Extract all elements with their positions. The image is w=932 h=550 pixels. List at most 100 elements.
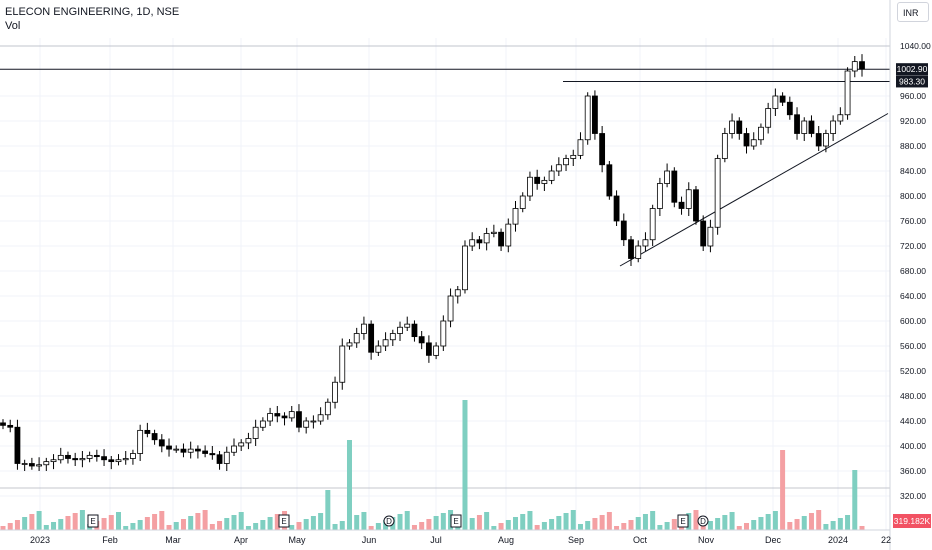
volume-bar xyxy=(520,514,526,530)
candle-body xyxy=(79,458,86,461)
volume-tag-text: 319.182K xyxy=(894,516,931,526)
candle-body xyxy=(108,459,115,463)
volume-bar xyxy=(505,520,511,530)
candle-body xyxy=(267,413,273,422)
time-axis-label: 2023 xyxy=(30,535,50,545)
volume-bar xyxy=(837,518,843,530)
volume-bar xyxy=(787,522,793,530)
ascending-trendline xyxy=(619,113,889,267)
volume-bar xyxy=(541,522,547,530)
price-axis-label: 680.00 xyxy=(900,266,926,276)
candle-body xyxy=(570,154,577,159)
candle-body xyxy=(202,450,209,454)
candle-body xyxy=(851,61,858,72)
candle-body xyxy=(346,342,353,347)
volume-bar xyxy=(664,522,670,530)
candle-body xyxy=(375,345,382,353)
volume-bar xyxy=(253,523,259,530)
candle-body xyxy=(606,164,613,197)
candle-body xyxy=(844,70,851,116)
volume-bar xyxy=(606,512,612,530)
candle-body xyxy=(534,176,541,184)
candle-body xyxy=(288,411,295,419)
price-axis[interactable]: 1040.00 960.00 920.00 880.00 840.00 800.00 760… xyxy=(889,0,931,550)
volume-bar xyxy=(650,511,656,530)
candle-body xyxy=(122,458,129,461)
candle-body xyxy=(642,239,649,247)
candle-body xyxy=(620,220,627,241)
last-price-tag-text: 1002.90 xyxy=(897,64,928,74)
candle-body xyxy=(664,170,671,184)
time-axis-label: Jun xyxy=(362,535,377,545)
time-axis-label: Jul xyxy=(430,535,442,545)
candle-body xyxy=(649,208,656,241)
price-axis-label: 920.00 xyxy=(900,116,926,126)
candle-body xyxy=(404,323,411,328)
volume-bar xyxy=(758,517,764,530)
time-axis[interactable]: 2023 Feb Mar Apr May Jun Jul Aug Sep Oct Nov Dec 202… xyxy=(0,529,891,545)
volume-bar xyxy=(202,510,208,530)
level-price-tag-text: 983.30 xyxy=(899,76,925,86)
candle-body xyxy=(613,195,620,222)
candle-body xyxy=(765,108,772,128)
candle-body xyxy=(599,133,606,166)
volume-bar xyxy=(58,519,64,530)
candle-body xyxy=(50,459,57,463)
candle-body xyxy=(43,461,50,466)
candle-body xyxy=(0,422,6,426)
volume-bar xyxy=(310,516,316,530)
candle-body xyxy=(519,195,526,209)
candle-body xyxy=(93,454,100,458)
volume-bar xyxy=(614,526,620,530)
volume-bar xyxy=(72,513,78,530)
candle-body xyxy=(433,345,440,356)
candle-body xyxy=(281,415,288,419)
volume-bar xyxy=(585,521,591,530)
price-axis-label: 800.00 xyxy=(900,191,926,201)
candle-body xyxy=(324,401,331,416)
candle-body xyxy=(397,326,403,334)
candle-body xyxy=(259,420,266,428)
candle-body xyxy=(498,231,504,247)
candle-body xyxy=(584,95,591,141)
volume-bar xyxy=(115,512,121,530)
volume-bar xyxy=(426,519,432,530)
event-marker-label: E xyxy=(453,517,458,526)
candle-body xyxy=(779,95,786,103)
candle-body xyxy=(245,438,252,444)
volume-bar xyxy=(404,511,410,530)
candle-body xyxy=(418,336,425,344)
candle-body xyxy=(469,239,476,247)
candle-body xyxy=(339,345,346,383)
trendline xyxy=(619,113,889,267)
volume-bar xyxy=(144,517,150,530)
price-axis-label: 840.00 xyxy=(900,166,926,176)
volume-bar xyxy=(238,512,244,530)
volume-bar xyxy=(195,513,201,530)
volume-label: Vol xyxy=(5,20,21,32)
candle-body xyxy=(548,170,555,181)
candle-body xyxy=(577,139,584,156)
candle-body xyxy=(707,226,714,247)
volume-bar xyxy=(780,450,786,530)
volume-bar xyxy=(108,515,114,530)
price-axis-label: 360.00 xyxy=(900,466,926,476)
candle-body xyxy=(555,164,562,172)
candle-body xyxy=(808,120,815,134)
currency-button[interactable]: INR xyxy=(897,2,929,22)
candle-body xyxy=(563,158,569,166)
candle-body xyxy=(368,323,375,353)
event-marker-label: D xyxy=(386,517,392,526)
volume-bar xyxy=(209,524,215,530)
volume-bar xyxy=(332,524,338,530)
candle-body xyxy=(187,448,194,453)
volume-bar xyxy=(14,520,20,530)
volume-bar xyxy=(79,510,85,530)
volume-bar xyxy=(296,522,302,530)
candle-body xyxy=(483,233,490,244)
candle-body xyxy=(721,133,728,159)
candle-body xyxy=(115,459,122,463)
candle-body xyxy=(216,454,223,464)
